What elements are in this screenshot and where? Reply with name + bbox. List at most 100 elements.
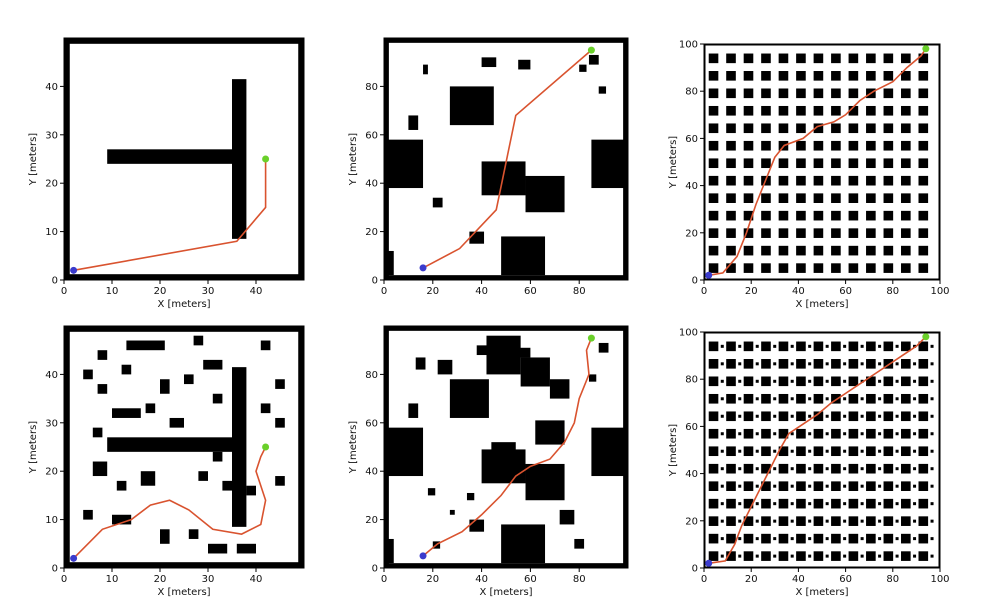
obstacle (469, 519, 485, 532)
obstacle (848, 428, 859, 439)
obstacle (726, 123, 736, 134)
obstacle (860, 554, 864, 558)
obstacle (790, 344, 794, 348)
obstacle (866, 359, 876, 369)
obstacle (918, 123, 929, 134)
obstacle (860, 379, 864, 383)
obstacle (198, 471, 208, 481)
obstacle (913, 362, 917, 366)
obstacle (813, 140, 824, 151)
obstacle (813, 481, 824, 491)
obstacle (778, 193, 789, 203)
obstacle (169, 417, 184, 428)
obstacle (860, 414, 864, 418)
obstacle (761, 140, 771, 151)
obstacle (843, 537, 847, 541)
obstacle (726, 516, 736, 526)
obstacle (755, 449, 759, 453)
obstacle (831, 516, 841, 526)
obstacle (813, 498, 824, 509)
obstacle (64, 274, 304, 280)
obstacle (469, 231, 485, 244)
obstacle (598, 342, 609, 353)
obstacle (796, 359, 806, 369)
obstacle (843, 467, 847, 471)
obstacle (208, 543, 228, 554)
obstacle (808, 414, 812, 418)
obstacle (761, 105, 771, 116)
obstacle (790, 414, 794, 418)
obstacle (813, 71, 824, 81)
obstacle (930, 397, 934, 401)
x-tick-label: 20 (426, 286, 439, 297)
obstacle (222, 480, 232, 491)
y-tick-label: 30 (45, 418, 58, 429)
obstacle (755, 484, 759, 488)
obstacle (708, 140, 719, 151)
obstacle (883, 498, 894, 509)
y-tick-label: 40 (365, 467, 378, 478)
obstacle (708, 53, 719, 64)
obstacle (813, 245, 824, 256)
obstacle (866, 393, 876, 404)
obstacle (588, 374, 597, 382)
obstacle (901, 210, 911, 221)
obstacle (796, 228, 806, 238)
obstacle (813, 123, 824, 134)
obstacle (778, 175, 789, 186)
obstacle (708, 210, 719, 221)
obstacle (743, 463, 754, 474)
obstacle (883, 341, 894, 352)
obstacle (913, 467, 917, 471)
obstacle (883, 446, 894, 457)
obstacle (883, 175, 894, 186)
obstacle (901, 123, 911, 134)
obstacle (720, 414, 724, 418)
obstacle (778, 533, 789, 544)
x-tick-label: 60 (524, 574, 537, 585)
obstacle (930, 414, 934, 418)
obstacle (773, 379, 777, 383)
obstacle (848, 193, 859, 203)
obstacle (831, 428, 841, 439)
obstacle (761, 193, 771, 203)
obstacle (825, 449, 829, 453)
obstacle (796, 245, 806, 256)
obstacle (761, 210, 771, 221)
obstacle (901, 533, 911, 544)
obstacle (930, 362, 934, 366)
obstacle (831, 71, 841, 81)
goal-marker (587, 46, 595, 54)
obstacle (878, 432, 882, 436)
obstacle (848, 140, 859, 151)
obstacle (918, 53, 929, 64)
obstacle (708, 376, 719, 387)
obstacle (778, 498, 789, 509)
obstacle (738, 432, 742, 436)
obstacle (64, 38, 304, 44)
obstacle (738, 484, 742, 488)
obstacle (843, 432, 847, 436)
obstacle (883, 551, 894, 561)
obstacle (883, 533, 894, 544)
obstacle (878, 502, 882, 506)
obstacle (738, 397, 742, 401)
obstacle (726, 193, 736, 203)
obstacle (930, 484, 934, 488)
obstacle (883, 411, 894, 422)
obstacle (140, 471, 156, 486)
obstacle (726, 71, 736, 81)
obstacle (720, 519, 724, 523)
obstacle (808, 554, 812, 558)
obstacles (64, 38, 304, 280)
obstacle (825, 362, 829, 366)
obstacle (848, 123, 859, 134)
obstacle (825, 467, 829, 471)
y-tick-label: 0 (52, 276, 58, 287)
obstacle (918, 175, 929, 186)
obstacle (901, 71, 911, 81)
obstacle (761, 393, 771, 404)
obstacle (796, 411, 806, 422)
y-tick-label: 30 (45, 130, 58, 141)
x-tick-label: 20 (154, 286, 167, 297)
